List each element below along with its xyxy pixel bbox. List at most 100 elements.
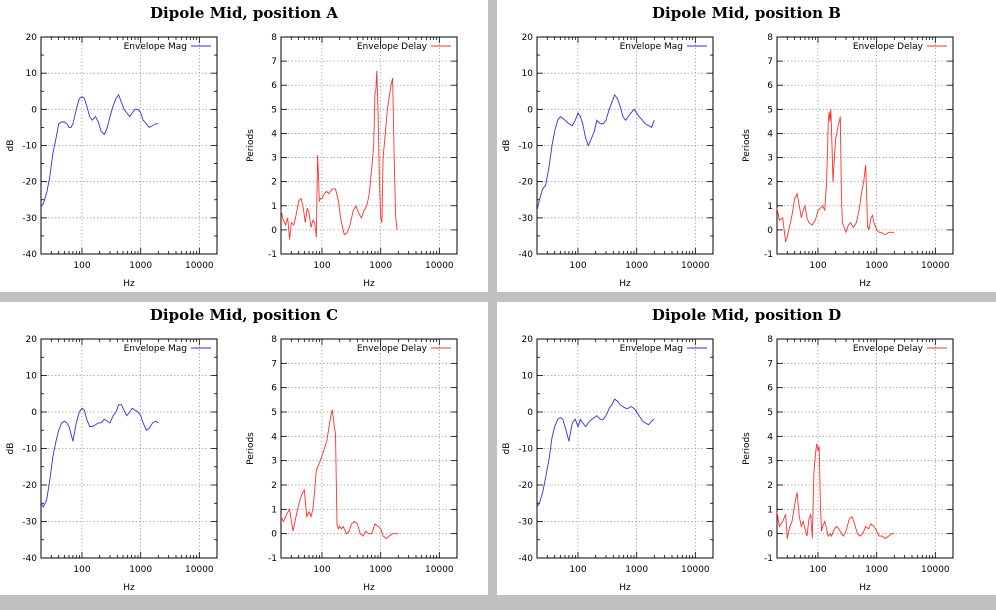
x-tick-label: 1000 <box>865 261 888 271</box>
y-tick-label: 1 <box>271 202 277 212</box>
y-tick-label: -1 <box>764 250 773 260</box>
y-axis-label: Periods <box>742 129 752 162</box>
envelope-delay-line <box>776 443 895 540</box>
panel-title: Dipole Mid, position A <box>150 4 338 22</box>
x-tick-label: 1000 <box>625 565 648 575</box>
y-tick-label: 20 <box>26 335 38 345</box>
y-tick-label: -20 <box>22 178 37 188</box>
envelope-mag-chart: 100 1000 10000 -40 -30 -20 -10 0 10 20 Hz dB Envelop… <box>502 335 714 593</box>
y-tick-label: -30 <box>518 214 533 224</box>
plot-frame <box>40 36 218 255</box>
y-tick-label: 8 <box>271 33 277 43</box>
y-tick-label: -40 <box>22 250 37 260</box>
plot-frame <box>280 36 458 255</box>
envelope-mag-line <box>536 398 655 508</box>
y-tick-label: -20 <box>518 178 533 188</box>
y-tick-label: 0 <box>271 530 277 540</box>
y-tick-label: 5 <box>271 408 277 418</box>
y-tick-label: 3 <box>767 154 773 164</box>
x-tick-label: 1000 <box>865 565 888 575</box>
chart-panel-a: Dipole Mid, position A 100 1000 10000 -40 -3… <box>0 0 488 292</box>
y-tick-label: -30 <box>22 214 37 224</box>
y-tick-label: 20 <box>522 335 534 345</box>
y-tick-label: -30 <box>22 518 37 528</box>
y-tick-label: 3 <box>271 457 277 467</box>
x-tick-label: 1000 <box>369 565 392 575</box>
envelope-delay-line <box>280 70 398 240</box>
plot-frame <box>280 338 458 559</box>
x-tick-label: 10000 <box>921 565 950 575</box>
y-tick-label: -30 <box>518 518 533 528</box>
y-tick-label: 7 <box>271 359 277 369</box>
x-tick-label: 100 <box>313 565 330 575</box>
y-tick-label: -10 <box>518 445 533 455</box>
y-tick-label: 6 <box>271 384 277 394</box>
x-tick-label: 100 <box>569 261 586 271</box>
x-tick-label: 10000 <box>185 565 214 575</box>
chart-panel-d: Dipole Mid, position D 100 1000 10000 -40 -3… <box>497 302 996 595</box>
chart-panel-b: Dipole Mid, position B 100 1000 10000 -40 -3… <box>497 0 996 292</box>
y-tick-label: -10 <box>22 142 37 152</box>
x-axis-label: Hz <box>123 279 135 289</box>
y-tick-label: 20 <box>522 33 534 43</box>
envelope-mag-chart: 100 1000 10000 -40 -30 -20 -10 0 10 20 Hz dB Envelop… <box>6 33 218 289</box>
y-tick-label: -40 <box>518 250 533 260</box>
y-tick-label: -20 <box>22 481 37 491</box>
envelope-delay-chart: 100 1000 10000 -1 0 1 2 3 4 5 6 7 8 Hz Periods Envelope… <box>742 33 954 289</box>
plot-frame <box>40 338 218 559</box>
y-tick-label: 4 <box>767 432 773 442</box>
x-axis-label: Hz <box>619 583 631 593</box>
x-tick-label: 10000 <box>425 261 454 271</box>
y-axis-label: dB <box>6 140 16 152</box>
envelope-delay-chart: 100 1000 10000 -1 0 1 2 3 4 5 6 7 8 Hz Periods Envelope… <box>246 33 458 289</box>
legend-label: Envelope Delay <box>853 42 924 52</box>
x-tick-label: 100 <box>73 565 90 575</box>
y-tick-label: 0 <box>31 105 37 115</box>
y-tick-label: 10 <box>522 372 534 382</box>
panel-title: Dipole Mid, position B <box>652 4 841 22</box>
y-tick-label: 2 <box>767 481 773 491</box>
x-tick-label: 10000 <box>681 261 710 271</box>
y-tick-label: 20 <box>26 33 38 43</box>
panel-title: Dipole Mid, position D <box>651 306 842 324</box>
y-axis-label: Periods <box>246 129 256 162</box>
y-tick-label: 7 <box>767 359 773 369</box>
y-tick-label: 8 <box>271 335 277 345</box>
x-tick-label: 10000 <box>425 565 454 575</box>
envelope-delay-chart: 100 1000 10000 -1 0 1 2 3 4 5 6 7 8 Hz Periods Envelope… <box>742 335 954 593</box>
y-tick-label: 3 <box>767 457 773 467</box>
plot-frame <box>536 36 714 255</box>
y-tick-label: 0 <box>767 226 773 236</box>
y-axis-label: Periods <box>246 432 256 465</box>
y-tick-label: -1 <box>268 250 277 260</box>
envelope-mag-chart: 100 1000 10000 -40 -30 -20 -10 0 10 20 Hz dB Envelop… <box>6 335 218 593</box>
legend-label: Envelope Mag <box>124 344 187 354</box>
y-tick-label: -10 <box>22 445 37 455</box>
x-axis-label: Hz <box>363 583 375 593</box>
y-tick-label: -40 <box>518 554 533 564</box>
plot-frame <box>536 338 714 559</box>
y-tick-label: 6 <box>767 384 773 394</box>
x-tick-label: 10000 <box>921 261 950 271</box>
y-tick-label: 4 <box>767 129 773 139</box>
y-tick-label: 10 <box>26 69 38 79</box>
y-tick-label: 0 <box>527 105 533 115</box>
x-tick-label: 1000 <box>129 261 152 271</box>
y-tick-label: 8 <box>767 33 773 43</box>
chart-panel-c: Dipole Mid, position C 100 1000 10000 -40 -3… <box>0 302 488 595</box>
y-tick-label: 1 <box>271 505 277 515</box>
x-tick-label: 100 <box>809 565 826 575</box>
y-tick-label: -1 <box>764 554 773 564</box>
y-axis-label: Periods <box>742 432 752 465</box>
legend-label: Envelope Delay <box>357 344 428 354</box>
y-tick-label: 0 <box>527 408 533 418</box>
y-tick-label: 8 <box>767 335 773 345</box>
y-tick-label: 2 <box>767 178 773 188</box>
y-tick-label: 4 <box>271 432 277 442</box>
legend-label: Envelope Delay <box>357 42 428 52</box>
x-tick-label: 100 <box>73 261 90 271</box>
envelope-mag-line <box>40 93 159 208</box>
plot-frame <box>776 338 954 559</box>
legend-label: Envelope Delay <box>853 344 924 354</box>
y-tick-label: 2 <box>271 178 277 188</box>
